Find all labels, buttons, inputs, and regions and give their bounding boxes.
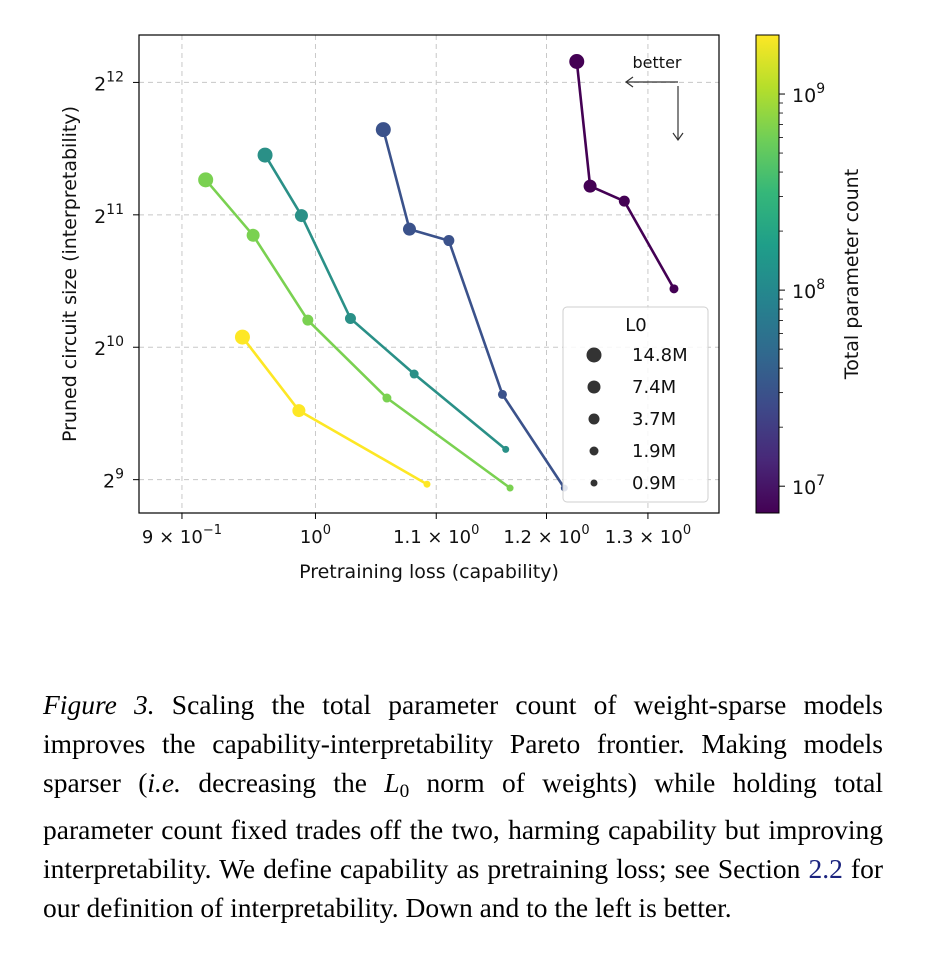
legend-label: 3.7M (632, 409, 676, 430)
data-point-slate-blue (375, 122, 391, 138)
legend-label: 1.9M (632, 441, 676, 462)
data-point-yellow (234, 329, 250, 345)
figure-chart: 9 × 10−1 100 1.1 × 100 1.2 × 100 1.3 × 100 29… (59, 34, 863, 583)
data-point-light-green (382, 393, 392, 403)
legend-marker (588, 413, 600, 425)
data-point-teal (294, 209, 308, 223)
caption-text-4: for our definition of interpretability. … (43, 853, 883, 923)
x-tick-label: 1.1 × 100 (393, 523, 479, 548)
x-tick-label: 100 (300, 523, 331, 548)
legend-label: 0.9M (632, 473, 676, 494)
y-tick-label: 212 (94, 69, 124, 95)
caption-ie: i.e. (147, 766, 182, 798)
data-point-dark-purple (618, 195, 630, 207)
size-legend: L0 14.8M 7.4M 3.7M 1.9M 0.9M (562, 306, 709, 503)
plot-frame (138, 34, 720, 514)
data-point-dark-purple (669, 284, 679, 294)
series-layer (198, 53, 679, 492)
legend-label: 14.8M (632, 345, 688, 366)
figure-caption: Figure 3. Scaling the total parameter co… (43, 686, 883, 928)
caption-math-l0: L0 (384, 766, 410, 802)
y-tick-label: 29 (103, 467, 124, 493)
data-point-slate-blue (443, 235, 455, 247)
data-point-dark-purple (583, 179, 597, 193)
data-point-light-green (198, 172, 214, 188)
better-annotation: better (624, 53, 684, 142)
x-tick-label: 1.3 × 100 (605, 523, 691, 548)
series-line-dark-purple (575, 61, 676, 290)
colorbar-ticks: 107 108 109 (779, 81, 825, 499)
caption-text-3: norm of weights) while holding total par… (43, 766, 883, 884)
data-point-yellow (292, 404, 306, 418)
data-point-teal (344, 313, 356, 325)
legend-title: L0 (625, 315, 646, 336)
x-tick-label: 1.2 × 100 (503, 523, 589, 548)
colorbar: 107 108 109 Total parameter count (755, 34, 863, 514)
better-down-arrowhead (672, 132, 684, 142)
colorbar-tick-label: 108 (792, 277, 825, 303)
data-point-teal (409, 369, 419, 379)
colorbar-label: Total parameter count (841, 169, 863, 380)
series-line-slate-blue (382, 129, 566, 489)
data-point-slate-blue (402, 222, 416, 236)
y-axis-label: Pruned circuit size (interpretability) (59, 106, 81, 442)
caption-text-1: Scaling the total parameter count of wei… (43, 689, 883, 798)
colorbar-gradient (755, 34, 780, 514)
series-line-yellow (241, 336, 428, 486)
data-point-slate-blue (497, 389, 507, 399)
x-axis-label: Pretraining loss (capability) (299, 561, 559, 583)
caption-math-sub: 0 (399, 780, 410, 802)
x-tick-label: 9 × 10−1 (142, 523, 222, 548)
legend-marker (590, 479, 598, 487)
caption-math-base: L (384, 766, 400, 798)
better-left-arrowhead (624, 76, 634, 88)
data-point-light-green (246, 228, 260, 242)
legend-marker (586, 347, 602, 363)
data-point-yellow (423, 480, 431, 488)
legend-marker (587, 380, 601, 394)
data-point-teal (257, 147, 273, 163)
better-label: better (633, 53, 682, 72)
legend-entries: 14.8M 7.4M 3.7M 1.9M 0.9M (586, 345, 688, 494)
caption-text-2: decreasing the (181, 766, 385, 798)
data-point-light-green (506, 484, 514, 492)
data-point-dark-purple (569, 53, 585, 69)
caption-figure-label: Figure 3. (43, 689, 155, 720)
axes: 9 × 10−1 100 1.1 × 100 1.2 × 100 1.3 × 100 29… (94, 69, 691, 548)
legend-label: 7.4M (632, 377, 676, 398)
colorbar-tick-label: 107 (792, 473, 825, 499)
colorbar-tick-label: 109 (792, 81, 825, 107)
data-point-teal (502, 445, 510, 453)
legend-marker (589, 446, 599, 456)
caption-section-link[interactable]: 2.2 (808, 853, 843, 884)
data-point-light-green (302, 314, 314, 326)
y-tick-label: 210 (94, 334, 124, 360)
y-tick-label: 211 (94, 202, 124, 228)
series-line-light-green (204, 178, 511, 490)
